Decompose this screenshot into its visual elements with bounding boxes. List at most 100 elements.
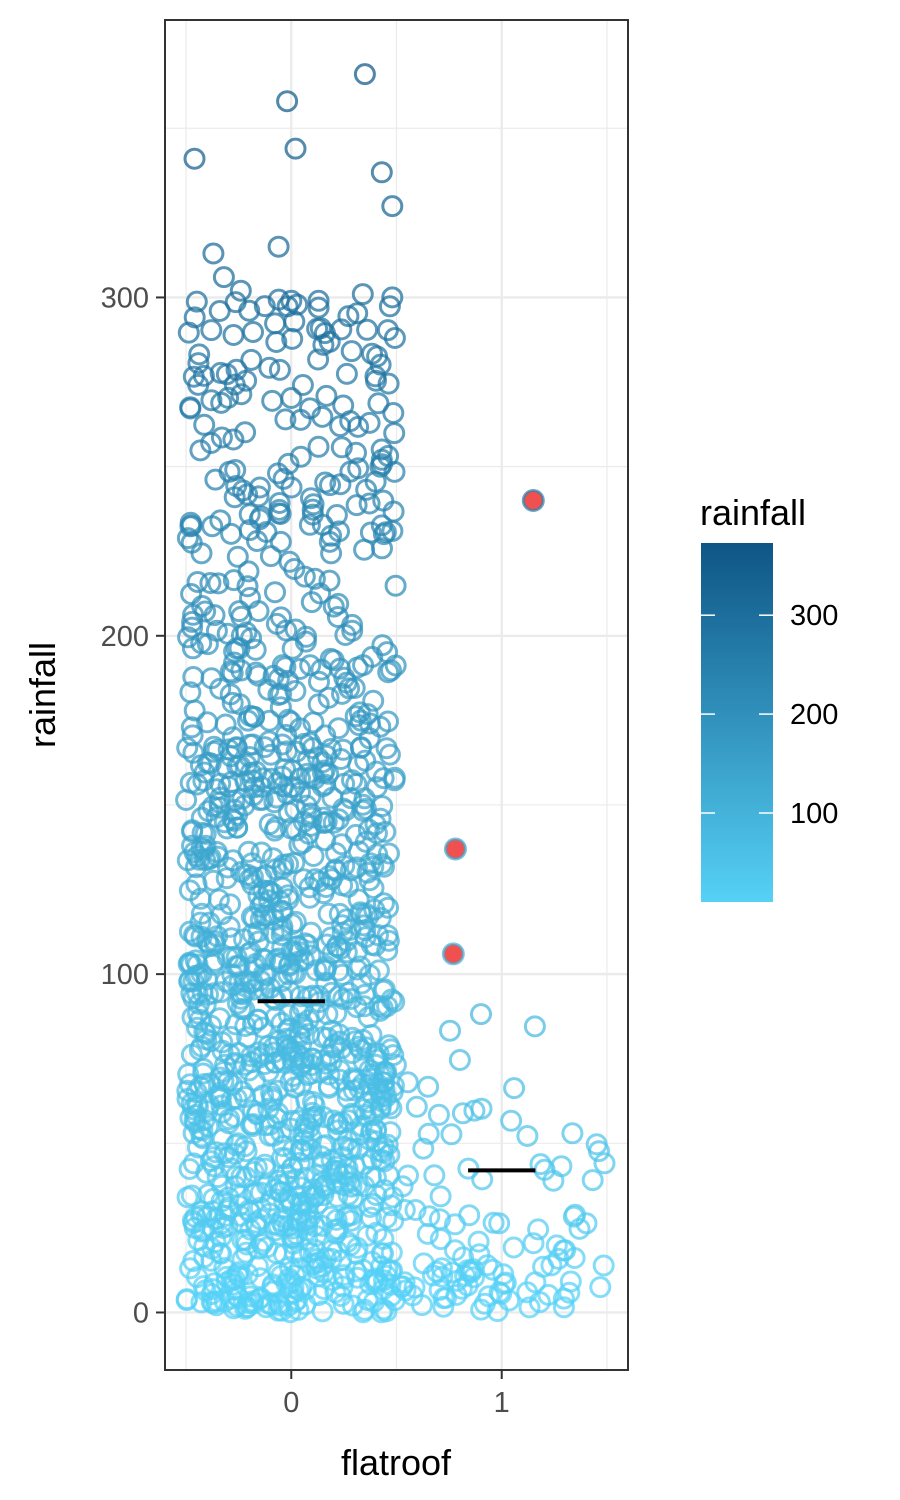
colorbar-ticks: 100 200 300 <box>701 600 838 830</box>
data-point <box>221 662 244 685</box>
data-point <box>518 1296 541 1319</box>
data-point <box>297 822 320 845</box>
highlighted-points <box>441 488 545 966</box>
data-point <box>186 571 209 593</box>
data-point <box>202 242 225 265</box>
data-point <box>308 670 330 693</box>
data-point <box>355 1036 378 1059</box>
data-point <box>299 654 322 677</box>
data-point <box>411 1294 433 1317</box>
data-point <box>182 666 205 688</box>
data-point <box>263 1213 286 1236</box>
data-point <box>288 941 311 964</box>
data-point <box>248 1046 271 1069</box>
data-point <box>383 460 406 483</box>
data-point <box>263 819 286 842</box>
data-point <box>219 683 242 706</box>
data-point <box>306 1192 329 1215</box>
data-point <box>394 1279 417 1302</box>
data-point <box>362 855 385 878</box>
data-point <box>345 940 368 963</box>
data-point <box>258 709 281 732</box>
data-point <box>382 500 405 523</box>
data-point <box>252 963 275 985</box>
data-point <box>327 592 350 615</box>
data-point <box>269 530 292 553</box>
data-point <box>308 1061 331 1084</box>
data-point <box>516 1125 539 1147</box>
data-point <box>376 319 399 342</box>
data-point <box>356 703 379 726</box>
y-axis-title: rainfall <box>22 642 63 748</box>
data-point <box>344 1030 367 1053</box>
data-point <box>200 1291 223 1313</box>
data-point <box>248 508 271 531</box>
data-point <box>220 522 243 545</box>
data-point <box>321 1036 344 1059</box>
data-point <box>381 195 404 218</box>
data-point <box>427 1103 450 1126</box>
data-point <box>278 1093 300 1116</box>
data-point <box>341 619 364 642</box>
data-point <box>527 1218 550 1241</box>
data-point <box>275 619 298 642</box>
data-point <box>184 925 207 948</box>
data-point <box>194 1023 217 1045</box>
data-point <box>324 1222 347 1245</box>
data-point <box>432 1287 455 1310</box>
data-point <box>271 915 294 938</box>
data-point <box>202 869 225 892</box>
data-point <box>270 683 292 705</box>
data-point <box>378 295 401 318</box>
data-point <box>372 1228 395 1250</box>
data-point <box>252 767 275 790</box>
data-point <box>328 902 351 925</box>
data-point <box>208 300 231 322</box>
data-point <box>383 990 406 1013</box>
data-point <box>369 715 392 738</box>
data-point <box>281 327 304 350</box>
data-point <box>547 1247 570 1270</box>
data-point <box>205 778 228 801</box>
data-point <box>312 1106 335 1128</box>
data-point <box>246 530 268 552</box>
data-point <box>369 1098 392 1120</box>
data-point <box>234 421 257 444</box>
data-point <box>503 1077 526 1100</box>
data-point <box>309 317 332 340</box>
data-point <box>184 1111 207 1134</box>
data-point <box>258 356 281 379</box>
data-point <box>241 1013 264 1036</box>
data-point <box>486 1300 509 1323</box>
data-point <box>588 1140 610 1163</box>
data-point <box>353 995 376 1018</box>
data-point <box>187 1229 210 1252</box>
data-point <box>298 1023 320 1045</box>
data-point <box>500 1109 523 1132</box>
data-point <box>253 295 276 318</box>
data-point <box>431 1265 454 1288</box>
data-point <box>221 974 244 997</box>
data-point <box>301 984 324 1007</box>
data-point <box>249 908 272 931</box>
data-point <box>529 1153 552 1176</box>
data-point <box>289 445 312 468</box>
data-point <box>284 680 307 702</box>
data-point <box>210 1094 233 1117</box>
data-point <box>261 389 284 412</box>
data-point <box>268 492 291 514</box>
y-axis: 0 100 200 300 <box>101 282 165 1329</box>
data-point <box>193 413 216 436</box>
data-point <box>229 754 251 777</box>
y-tick-label: 200 <box>101 621 149 653</box>
data-point <box>367 392 390 415</box>
data-point <box>209 509 232 532</box>
data-point <box>274 1147 297 1170</box>
data-point <box>247 664 270 687</box>
data-point <box>206 738 229 761</box>
data-point <box>344 705 367 728</box>
data-point <box>405 1095 428 1118</box>
data-point <box>562 1205 585 1228</box>
data-point <box>268 952 291 974</box>
